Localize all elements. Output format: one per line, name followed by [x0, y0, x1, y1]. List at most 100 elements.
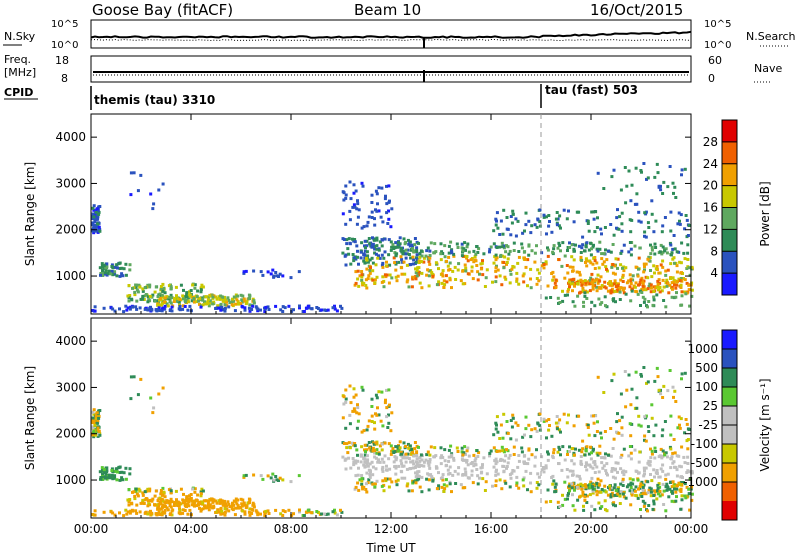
- velocity-cell: [263, 511, 267, 515]
- velocity-cell: [348, 413, 352, 417]
- velocity-cell: [91, 425, 95, 429]
- velocity-cell: [384, 398, 387, 402]
- power-cell: [99, 272, 103, 275]
- power-cell: [530, 249, 534, 253]
- velocity-cell: [630, 491, 634, 495]
- power-cell: [573, 249, 576, 253]
- velocity-cell: [101, 477, 105, 481]
- velocity-cell: [107, 476, 111, 480]
- power-cell: [434, 261, 438, 265]
- velocity-cell: [653, 456, 657, 460]
- power-cell: [489, 245, 493, 249]
- velocity-cell: [212, 504, 216, 508]
- power-cell: [208, 301, 212, 305]
- power-cell: [635, 192, 639, 196]
- velocity-cell: [344, 400, 348, 404]
- velocity-cell: [135, 492, 139, 496]
- power-cell: [657, 271, 661, 275]
- velocity-cell: [402, 441, 406, 445]
- power-cell: [610, 265, 614, 269]
- velocity-cell: [571, 484, 574, 488]
- velocity-cell: [609, 427, 613, 430]
- power-cell: [236, 300, 240, 304]
- velocity-cell: [533, 427, 537, 431]
- power-cell: [424, 254, 428, 258]
- power-cell: [599, 275, 603, 279]
- power-cell: [377, 248, 381, 252]
- velocity-cell: [96, 426, 100, 430]
- velocity-cell: [517, 459, 521, 463]
- power-cell: [443, 283, 447, 287]
- power-cell: [609, 250, 613, 254]
- velocity-cell: [679, 490, 683, 493]
- velocity-cell: [570, 482, 574, 486]
- power-cell: [588, 282, 592, 286]
- power-cell: [161, 306, 165, 310]
- velocity-cell: [621, 470, 624, 474]
- velocity-cell: [636, 478, 640, 482]
- velocity-cell: [464, 452, 467, 456]
- power-cell: [118, 307, 121, 311]
- power-cell: [661, 224, 665, 228]
- power-cell: [175, 299, 179, 303]
- power-cell: [505, 261, 509, 264]
- power-cell: [261, 273, 265, 277]
- power-cell: [449, 249, 453, 253]
- velocity-cell: [464, 470, 468, 474]
- velocity-cell: [457, 466, 461, 470]
- velocity-cell: [492, 465, 496, 469]
- power-cell: [673, 261, 676, 265]
- power-cell: [234, 302, 238, 306]
- velocity-cell: [360, 385, 364, 389]
- velocity-cell: [686, 462, 690, 465]
- power-cell: [184, 300, 187, 304]
- velocity-cell: [530, 453, 534, 457]
- velocity-cell: [383, 477, 387, 481]
- velocity-cell: [415, 461, 419, 465]
- power-cell: [605, 258, 609, 262]
- power-cell: [263, 310, 267, 313]
- power-cell: [441, 252, 445, 255]
- velocity-cell: [555, 427, 559, 431]
- velocity-cell: [629, 434, 633, 438]
- x-tick-label: 04:00: [174, 522, 209, 536]
- velocity-cell: [140, 501, 144, 505]
- velocity-cell: [392, 460, 396, 464]
- velocity-cell: [356, 481, 360, 485]
- velocity-cell: [641, 499, 645, 503]
- power-cell: [385, 260, 388, 264]
- velocity-cell: [146, 504, 150, 508]
- velocity-cell: [556, 500, 560, 504]
- power-cell: [628, 279, 632, 283]
- power-cell: [384, 194, 387, 198]
- velocity-cell: [233, 513, 237, 517]
- velocity-cell: [390, 449, 394, 453]
- freq-left-tick-top: 18: [55, 54, 69, 67]
- velocity-cell: [149, 509, 152, 513]
- velocity-cell: [557, 445, 561, 449]
- power-cell: [634, 265, 638, 269]
- velocity-cell: [221, 511, 224, 515]
- power-cell: [306, 304, 310, 308]
- velocity-cell: [520, 450, 524, 454]
- velocity-cell: [542, 470, 546, 474]
- velocity-cell: [640, 484, 644, 488]
- velocity-cell: [529, 481, 532, 485]
- velocity-cell: [649, 473, 652, 476]
- velocity-cell: [629, 457, 633, 461]
- power-cell: [199, 286, 203, 290]
- power-cell: [91, 223, 95, 227]
- velocity-cell: [652, 434, 656, 438]
- power-cell: [344, 196, 348, 200]
- power-cell: [404, 241, 408, 244]
- velocity-cell: [523, 433, 526, 437]
- power-cell: [143, 286, 147, 290]
- power-cell: [370, 216, 374, 219]
- power-cell: [345, 242, 349, 246]
- velocity-cell: [536, 472, 540, 476]
- power-cell: [252, 299, 256, 303]
- power-cell: [405, 252, 409, 256]
- power-cell: [368, 271, 372, 275]
- power-cell: [634, 281, 638, 285]
- power-cell: [297, 270, 301, 274]
